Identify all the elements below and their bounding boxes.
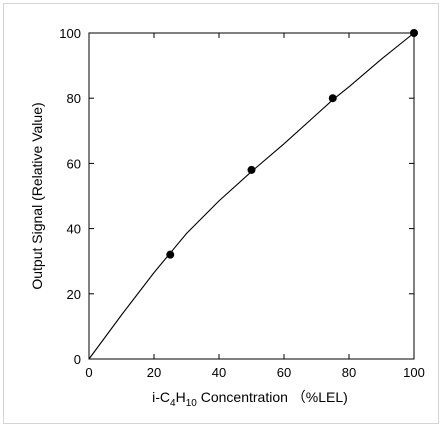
y-tick-label: 80 (67, 91, 81, 106)
x-tick-label: 80 (342, 365, 356, 380)
y-tick-label: 60 (67, 156, 81, 171)
y-tick-label: 100 (59, 26, 81, 41)
x-tick-label: 0 (85, 365, 92, 380)
x-tick-label: 40 (212, 365, 226, 380)
y-tick-label: 0 (74, 352, 81, 367)
y-axis-label: Output Signal (Relative Value) (29, 102, 45, 289)
chart-frame (3, 3, 439, 424)
plot-border (88, 32, 415, 360)
data-point (166, 250, 175, 259)
plot-area (88, 32, 415, 360)
y-tick-label: 20 (67, 287, 81, 302)
x-tick-label: 60 (277, 365, 291, 380)
fit-curve (88, 32, 415, 360)
data-point (247, 165, 256, 174)
data-points (166, 29, 418, 259)
x-tick-label: 20 (147, 365, 161, 380)
x-tick-label: 100 (403, 365, 425, 380)
y-tick-label: 40 (67, 222, 81, 237)
fit-curve-layer (88, 32, 415, 360)
data-point (410, 29, 418, 37)
tick-labels: 0 20 40 60 80 100 0 20 40 60 80 100 (59, 26, 425, 380)
data-point (328, 94, 337, 103)
x-axis-label: i-C4H10 Concentration （%LEL) (152, 389, 348, 409)
